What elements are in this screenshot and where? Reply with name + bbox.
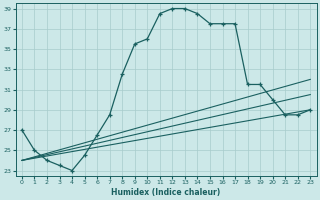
X-axis label: Humidex (Indice chaleur): Humidex (Indice chaleur)	[111, 188, 221, 197]
